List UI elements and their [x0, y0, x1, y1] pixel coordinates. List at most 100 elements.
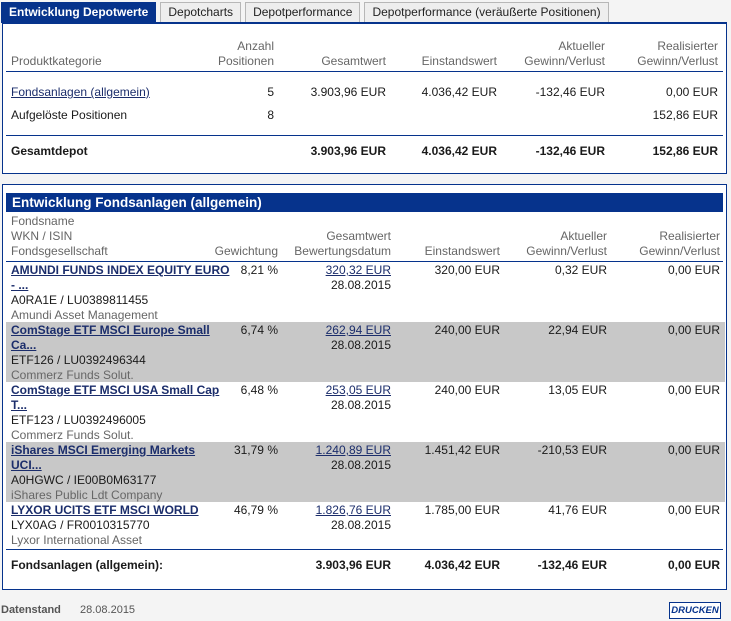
- fund-cost: 240,00 EUR: [434, 383, 500, 397]
- summary-total-label: Gesamtdepot: [11, 144, 88, 158]
- summary-row-positions: 5: [267, 85, 274, 99]
- summary-total-realized: 152,86 EUR: [652, 144, 718, 158]
- fund-weight: 46,79 %: [233, 503, 278, 517]
- summary-row-realized: 152,86 EUR: [652, 108, 718, 122]
- fund-weight: 6,74 %: [240, 323, 278, 337]
- header-current-line1: Aktueller: [560, 229, 607, 243]
- fund-company: iShares Public Ldt Company: [11, 488, 163, 502]
- summary-row-fondsanlagen-link[interactable]: Fondsanlagen (allgemein): [11, 85, 150, 99]
- header-current-line2: Gewinn/Verlust: [526, 244, 607, 258]
- header-realized-line2: Gewinn/Verlust: [637, 54, 718, 68]
- fund-name-link[interactable]: ComStage ETF MSCI Europe Small: [11, 323, 210, 337]
- fund-realized: 0,00 EUR: [667, 443, 720, 457]
- funds-panel: Entwicklung Fondsanlagen (allgemein) Fon…: [2, 184, 727, 590]
- fund-company: Lyxor International Asset: [11, 533, 142, 547]
- summary-total-total: 3.903,96 EUR: [310, 144, 386, 158]
- fund-weight: 31,79 %: [233, 443, 278, 457]
- fund-realized: 0,00 EUR: [667, 263, 720, 277]
- funds-total-current: -132,46 EUR: [537, 558, 607, 572]
- fund-total-link[interactable]: 262,94 EUR: [325, 323, 391, 337]
- fund-ids: A0HGWC / IE00B0M63177: [11, 473, 157, 487]
- fund-date: 28.08.2015: [330, 398, 391, 412]
- tab-depotcharts[interactable]: Depotcharts: [160, 2, 242, 22]
- header-fund-name: Fondsname: [11, 214, 75, 228]
- summary-panel: Produktkategorie Anzahl Positionen Gesam…: [2, 22, 727, 174]
- summary-total-current: -132,46 EUR: [535, 144, 605, 158]
- tab-depotperformance[interactable]: Depotperformance: [245, 2, 361, 22]
- fund-name-link[interactable]: UCI...: [11, 458, 42, 472]
- row-shade: [6, 322, 725, 382]
- header-realized-line1: Realisierter: [657, 39, 718, 53]
- summary-row-realized: 0,00 EUR: [665, 85, 718, 99]
- fund-weight: 6,48 %: [240, 383, 278, 397]
- fund-realized: 0,00 EUR: [667, 383, 720, 397]
- fund-ids: ETF126 / LU0392496344: [11, 353, 146, 367]
- fund-current: 41,76 EUR: [548, 503, 607, 517]
- print-button[interactable]: DRUCKEN: [669, 602, 721, 619]
- fund-name-link[interactable]: T...: [11, 398, 28, 412]
- fund-date: 28.08.2015: [330, 458, 391, 472]
- divider: [6, 135, 723, 136]
- fund-date: 28.08.2015: [330, 338, 391, 352]
- header-total-line1: Gesamtwert: [326, 229, 391, 243]
- header-cost: Einstandswert: [424, 244, 500, 258]
- row-shade: [6, 442, 725, 502]
- tab-depotperformance-veraeusserte[interactable]: Depotperformance (veräußerte Positionen): [364, 2, 609, 22]
- footer-data-state-date: 28.08.2015: [80, 604, 136, 616]
- funds-total-realized: 0,00 EUR: [667, 558, 720, 572]
- fund-ids: A0RA1E / LU0389811455: [11, 293, 149, 307]
- fund-company: Amundi Asset Management: [11, 308, 158, 322]
- funds-panel-title: Entwicklung Fondsanlagen (allgemein): [6, 193, 723, 212]
- fund-ids: LYX0AG / FR0010315770: [11, 518, 150, 532]
- fund-current: 22,94 EUR: [548, 323, 607, 337]
- summary-total-cost: 4.036,42 EUR: [421, 144, 497, 158]
- fund-total-link[interactable]: 253,05 EUR: [325, 383, 391, 397]
- fund-name-link[interactable]: iShares MSCI Emerging Markets: [11, 443, 196, 457]
- divider: [6, 71, 723, 72]
- fund-company: Commerz Funds Solut.: [11, 368, 134, 382]
- summary-row-positions: 8: [267, 108, 274, 122]
- header-positions-line1: Anzahl: [237, 39, 274, 53]
- header-realized-line1: Realisierter: [659, 229, 720, 243]
- header-weight: Gewichtung: [214, 244, 278, 258]
- fund-weight: 8,21 %: [240, 263, 278, 277]
- fund-total-link[interactable]: 1.826,76 EUR: [315, 503, 391, 517]
- funds-total-total: 3.903,96 EUR: [315, 558, 391, 572]
- fund-current: 13,05 EUR: [548, 383, 607, 397]
- fund-cost: 1.451,42 EUR: [424, 443, 500, 457]
- summary-row-cost: 4.036,42 EUR: [421, 85, 497, 99]
- fund-realized: 0,00 EUR: [667, 323, 720, 337]
- fund-ids: ETF123 / LU0392496005: [11, 413, 146, 427]
- fund-date: 28.08.2015: [330, 518, 391, 532]
- fund-name-link[interactable]: - ...: [11, 278, 29, 292]
- header-current-line2: Gewinn/Verlust: [524, 54, 605, 68]
- funds-total-label: Fondsanlagen (allgemein):: [11, 558, 164, 572]
- header-wkn-isin: WKN / ISIN: [11, 229, 73, 243]
- fund-name-link[interactable]: ComStage ETF MSCI USA Small Cap: [11, 383, 220, 397]
- header-cost: Einstandswert: [421, 54, 497, 68]
- divider: [6, 261, 723, 262]
- header-total-line2: Bewertungsdatum: [294, 244, 391, 258]
- funds-total-cost: 4.036,42 EUR: [424, 558, 500, 572]
- fund-current: -210,53 EUR: [537, 443, 607, 457]
- tab-entwicklung-depotwerte[interactable]: Entwicklung Depotwerte: [1, 2, 157, 23]
- fund-name-link[interactable]: LYXOR UCITS ETF MSCI WORLD: [11, 503, 199, 517]
- fund-name-link[interactable]: AMUNDI FUNDS INDEX EQUITY EURO: [11, 263, 230, 277]
- fund-cost: 1.785,00 EUR: [424, 503, 500, 517]
- fund-cost: 320,00 EUR: [434, 263, 500, 277]
- fund-total-link[interactable]: 320,32 EUR: [325, 263, 391, 277]
- summary-row-aufgeloeste-label: Aufgelöste Positionen: [11, 108, 128, 122]
- summary-row-current: -132,46 EUR: [535, 85, 605, 99]
- header-category: Produktkategorie: [11, 54, 102, 68]
- fund-total-link[interactable]: 1.240,89 EUR: [315, 443, 391, 457]
- fund-date: 28.08.2015: [330, 278, 391, 292]
- fund-company: Commerz Funds Solut.: [11, 428, 134, 442]
- header-total: Gesamtwert: [321, 54, 386, 68]
- header-current-line1: Aktueller: [558, 39, 605, 53]
- divider: [6, 549, 723, 550]
- fund-name-link[interactable]: Ca...: [11, 338, 37, 352]
- header-company: Fondsgesellschaft: [11, 244, 108, 258]
- header-positions-line2: Positionen: [217, 54, 274, 68]
- header-realized-line2: Gewinn/Verlust: [639, 244, 720, 258]
- footer-data-state-label: Datenstand: [1, 604, 61, 616]
